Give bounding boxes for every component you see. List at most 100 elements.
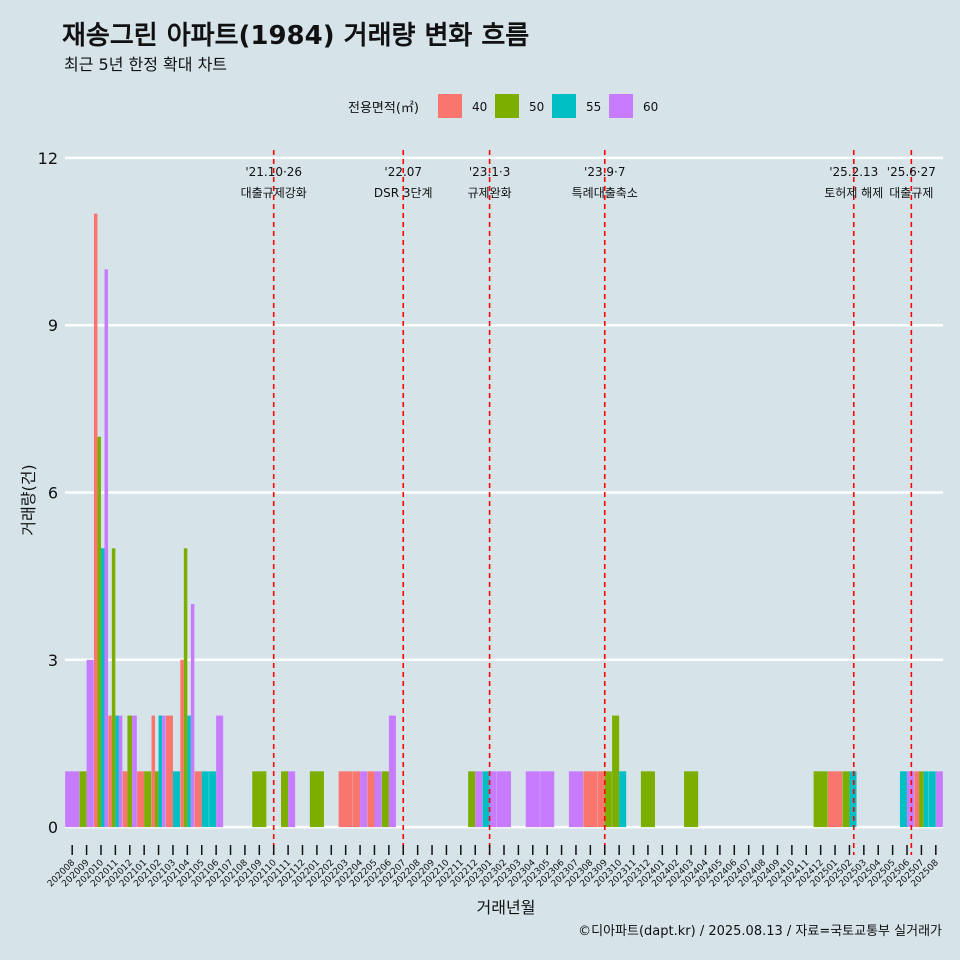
bar-202104-55 [187, 715, 191, 828]
bar-202106-60 [216, 715, 224, 828]
bar-202507-40 [914, 771, 920, 828]
bar-202403-50 [684, 771, 699, 828]
y-tick-label: 3 [48, 651, 58, 670]
legend-label-60: 60 [643, 100, 658, 114]
bar-202105-40 [194, 771, 202, 828]
bar-202011-40 [108, 715, 112, 828]
chart-title: 재송그린 아파트(1984) 거래량 변화 흐름 [62, 21, 529, 51]
bar-202102-55 [158, 715, 163, 828]
bar-202508-60 [935, 771, 943, 828]
bar-202302-60 [496, 771, 512, 828]
bar-202412-50 [813, 771, 828, 828]
bar-202012-50 [127, 715, 133, 828]
bar-202507-50 [919, 771, 924, 828]
legend-key-50 [495, 94, 519, 118]
bar-202011-55 [115, 715, 119, 828]
bar-202508-55 [928, 771, 936, 828]
x-axis-label: 거래년월 [477, 898, 536, 917]
bar-202104-50 [183, 548, 188, 828]
bar-202009-60 [86, 659, 94, 828]
bar-202111-50 [281, 771, 289, 828]
y-tick-label: 9 [48, 316, 58, 335]
bar-202101-50 [144, 771, 152, 828]
event-date: '21.10·26 [245, 165, 302, 179]
bar-202103-40 [165, 715, 173, 828]
bar-202012-40 [122, 771, 128, 828]
chart-subtitle: 최근 5년 한정 확대 차트 [64, 55, 227, 74]
event-date: '25.6·27 [887, 165, 936, 179]
bar-202312-50 [640, 771, 655, 828]
bar-202301-55 [482, 771, 490, 828]
bar-202102-40 [151, 715, 156, 828]
bar-202204-40 [353, 771, 361, 828]
y-tick-label: 6 [48, 484, 58, 503]
y-tick-label: 12 [38, 149, 58, 168]
bar-202011-60 [118, 715, 123, 828]
bar-202309-40 [597, 771, 605, 828]
event-date: '23.1·3 [469, 165, 510, 179]
bar-202309-50 [604, 771, 612, 828]
bar-202310-55 [619, 771, 627, 828]
bar-202307-60 [568, 771, 584, 828]
event-label: 대출규제강화 [241, 186, 307, 200]
legend-key-55 [552, 94, 576, 118]
source-caption: ©디아파트(dapt.kr) / 2025.08.13 / 자료=국토교통부 실… [578, 924, 942, 939]
bar-202212-60 [475, 771, 483, 828]
y-axis-label: 거래량(건) [19, 464, 38, 535]
bar-202011-50 [111, 548, 116, 828]
bar-202203-40 [338, 771, 353, 828]
bar-202201-50 [309, 771, 324, 828]
event-date: '22.07 [384, 165, 422, 179]
bar-202501-40 [827, 771, 843, 828]
bar-202106-55 [209, 771, 217, 828]
bar-202010-60 [104, 269, 109, 828]
bar-202010-50 [97, 436, 101, 828]
legend-label-50: 50 [529, 100, 544, 114]
y-tick-label: 0 [48, 818, 58, 837]
grid [65, 156, 943, 829]
bar-202305-60 [540, 771, 555, 828]
bar-202206-50 [381, 771, 389, 828]
bar-202105-55 [201, 771, 209, 828]
bar-202101-40 [137, 771, 145, 828]
bar-202212-50 [468, 771, 476, 828]
y-axis: 0 3 6 9 12 [38, 149, 58, 837]
bar-202204-60 [360, 771, 368, 828]
bar-202009-50 [79, 771, 87, 828]
bar-202010-40 [93, 213, 98, 828]
bar-202103-55 [172, 771, 181, 828]
event-lines: '21.10·26 대출규제강화 '22.07 DSR 3단계 '23.1·3 규제완화 '… [241, 150, 936, 855]
bar-202102-50 [155, 771, 159, 828]
legend-label-55: 55 [586, 100, 601, 114]
bar-202104-60 [190, 604, 195, 828]
bar-202206-60 [388, 715, 396, 828]
bar-202102-60 [162, 715, 166, 828]
event-date: '23.9·7 [584, 165, 625, 179]
bar-202111-60 [288, 771, 296, 828]
bar-202506-55 [899, 771, 908, 828]
x-axis: 2020082020092020102020112020122021012021… [46, 845, 941, 889]
bar-202104-40 [180, 659, 184, 828]
event-label: 특례대출축소 [572, 186, 638, 200]
bar-202507-55 [923, 771, 929, 828]
event-label: 대출규제 [889, 186, 933, 200]
event-label: DSR 3단계 [374, 186, 433, 200]
bar-202010-55 [100, 548, 105, 828]
bar-202008-60 [65, 771, 80, 828]
event-label: 규제완화 [468, 186, 512, 200]
bar-202304-60 [525, 771, 540, 828]
legend-label-40: 40 [472, 100, 487, 114]
bar-202205-40 [367, 771, 375, 828]
bar-202109-50 [252, 771, 267, 828]
bar-202310-50 [612, 715, 620, 828]
legend-key-60 [609, 94, 633, 118]
event-label: 토허제 해제 [824, 186, 883, 200]
legend-key-40 [438, 94, 462, 118]
bar-202205-60 [374, 771, 382, 828]
bar-202012-60 [132, 715, 137, 828]
bar-202301-60 [489, 771, 497, 828]
legend: 전용면적(㎡) 40 50 55 60 [348, 94, 658, 118]
bar-202502-50 [842, 771, 850, 828]
legend-title: 전용면적(㎡) [348, 101, 419, 116]
